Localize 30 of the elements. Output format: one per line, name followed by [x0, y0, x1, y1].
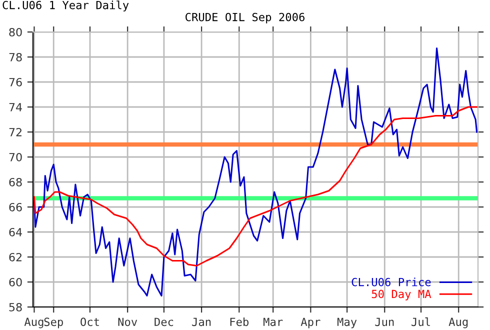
y-tick-label: 76 — [9, 78, 22, 86]
y-tick-label: 68 — [9, 178, 22, 186]
x-tick-label: Aug — [448, 318, 468, 328]
x-tick-label: Jun — [375, 318, 394, 326]
legend-label: CL.U06 Price — [352, 278, 431, 286]
x-tick-label: Dec — [154, 318, 174, 326]
x-tick-label: Aug — [24, 318, 44, 328]
y-tick-label: 64 — [9, 228, 22, 236]
x-tick-label: Oct — [80, 318, 99, 326]
y-tick-label: 70 — [9, 152, 22, 162]
chart-subtitle: CL.U06 1 Year Daily — [2, 0, 129, 12]
x-tick-label: May — [337, 318, 357, 328]
y-tick-label: 74 — [9, 103, 22, 112]
x-tick-label: Sep — [44, 318, 63, 328]
legend-label: 50 Day MA — [372, 290, 432, 300]
chart-title: CRUDE OIL Sep 2006 — [186, 12, 304, 24]
x-tick-label: Feb — [230, 317, 249, 326]
y-tick-label: 80 — [9, 28, 22, 36]
y-tick-label: 66 — [9, 202, 22, 212]
y-tick-label: 72 — [9, 128, 22, 136]
y-tick-label: 60 — [9, 278, 22, 286]
x-tick-label: Nov — [118, 318, 138, 326]
y-tick-label: 78 — [9, 52, 22, 62]
y-tick-label: 58 — [9, 302, 22, 312]
y-tick-label: 62 — [9, 252, 22, 262]
x-tick-label: Jul — [412, 317, 430, 326]
x-tick-label: Mar — [264, 318, 283, 326]
line-series — [33, 106, 478, 267]
x-tick-label: Apr — [300, 318, 320, 328]
x-tick-label: Jan — [192, 318, 211, 326]
